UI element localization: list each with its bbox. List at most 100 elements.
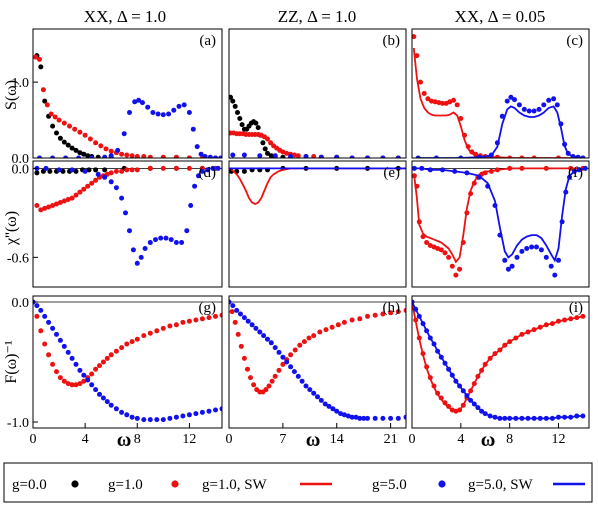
x-tick-label: 7 <box>279 432 286 447</box>
data-point-g-1-0 <box>119 168 125 174</box>
data-point-g-5-0 <box>104 399 110 405</box>
data-point-g-5-0 <box>206 408 212 414</box>
data-point-g-5-0 <box>529 244 535 250</box>
plot-area-g <box>33 299 222 423</box>
data-point-g-1-0 <box>269 378 275 384</box>
data-point-g-1-0 <box>65 381 71 387</box>
data-point-g-5-0 <box>338 411 344 417</box>
data-point-g-5-0 <box>113 406 119 412</box>
plot-area-d <box>34 165 221 266</box>
data-point-g-1-0 <box>67 123 72 129</box>
data-point-g-5-0 <box>147 240 153 245</box>
data-point-g-5-0 <box>153 237 158 243</box>
data-point-g-5-0 <box>531 108 537 114</box>
data-point-g-1-0 <box>82 132 88 138</box>
data-point-g-0-0 <box>34 170 40 176</box>
data-point-g-5-0 <box>190 126 196 132</box>
data-point-g-5-0 <box>158 235 164 241</box>
data-point-g-1-0 <box>48 111 54 117</box>
data-point-g-5-0 <box>272 345 278 351</box>
data-point-g-1-0 <box>119 151 125 157</box>
data-point-g-1-0 <box>69 195 75 201</box>
panel-frame <box>411 28 590 159</box>
panel-label: (f) <box>568 165 583 181</box>
data-point-g-5-0 <box>138 254 144 260</box>
panels: (a) 0.0 1.0 (b) (c) (d) 0.0 -0.6 (e) (f) (g) 0.0 -1.… <box>7 28 590 447</box>
data-point-g-5-0 <box>37 155 42 158</box>
data-point-g-1-0 <box>134 336 140 342</box>
data-point-g-0-0 <box>253 120 259 126</box>
data-point-g-0-0 <box>85 153 91 158</box>
x-tick-label: 12 <box>551 432 565 447</box>
data-point-g-5-0 <box>505 266 511 272</box>
data-point-g-1-0 <box>265 136 270 142</box>
data-point-g-5-0 <box>119 409 125 415</box>
data-point-g-1-0 <box>248 375 253 381</box>
data-point-g-1-0 <box>38 328 44 334</box>
data-point-g-1-0 <box>295 153 301 158</box>
data-point-g-1-0 <box>323 327 329 333</box>
data-point-g-5-0 <box>38 307 44 313</box>
data-point-g-1-0 <box>81 378 87 384</box>
data-point-g-5-0 <box>514 254 520 260</box>
data-point-g-1-0 <box>276 367 282 373</box>
data-point-g-0-0 <box>260 140 266 146</box>
data-point-g-5-0 <box>210 165 216 171</box>
data-point-g-0-0 <box>241 168 247 174</box>
data-point-g-5-0 <box>100 395 106 401</box>
series-line-g-1-0 <box>230 167 406 206</box>
data-point-g-5-0 <box>504 98 510 104</box>
data-point-g-1-0 <box>73 382 79 388</box>
data-point-g-5-0 <box>193 411 199 417</box>
data-point-g-5-0 <box>554 102 560 108</box>
data-point-g-5-0 <box>341 412 347 418</box>
data-point-g-1-0 <box>61 378 67 384</box>
data-point-g-5-0 <box>54 331 59 337</box>
data-point-g-1-0 <box>454 102 460 108</box>
panel-d: (d) 0.0 -0.6 <box>7 160 223 288</box>
data-point-g-5-0 <box>245 318 251 324</box>
data-point-g-1-0 <box>380 311 386 317</box>
data-point-g-0-0 <box>268 153 274 158</box>
data-point-g-5-0 <box>194 144 200 150</box>
data-point-g-1-0 <box>329 324 335 330</box>
data-point-g-1-0 <box>238 343 244 349</box>
data-point-g-1-0 <box>89 371 95 377</box>
plot-area-h <box>229 299 406 421</box>
legend-label-g1-sw: g=1.0, SW <box>202 477 268 493</box>
data-point-g-0-0 <box>232 103 238 109</box>
data-point-g-1-0 <box>57 200 63 205</box>
data-point-g-1-0 <box>108 148 114 154</box>
data-point-g-5-0 <box>179 240 185 245</box>
data-point-g-1-0 <box>124 152 130 158</box>
data-point-g-5-0 <box>272 153 278 158</box>
data-point-g-5-0 <box>192 183 198 189</box>
data-point-g-5-0 <box>303 383 309 389</box>
data-point-g-5-0 <box>318 397 324 403</box>
data-point-g-5-0 <box>213 407 218 413</box>
panel-label: (g) <box>199 300 217 316</box>
series-line-g-5-0-sw <box>418 105 584 158</box>
data-point-g-5-0 <box>85 377 91 383</box>
data-point-g-1-0 <box>44 102 50 108</box>
x-tick-label: 0 <box>409 432 416 447</box>
data-point-g-5-0 <box>361 415 367 421</box>
data-point-g-5-0 <box>124 412 130 418</box>
data-point-g-1-0 <box>160 165 166 171</box>
data-point-g-5-0 <box>307 387 313 393</box>
data-point-g-1-0 <box>449 263 455 269</box>
data-point-g-1-0 <box>38 207 44 213</box>
data-point-g-1-0 <box>457 266 463 272</box>
data-point-g-1-0 <box>219 312 222 318</box>
y-tick-label: 1.0 <box>12 76 30 91</box>
data-point-g-1-0 <box>37 56 42 62</box>
data-point-g-5-0 <box>261 333 267 339</box>
data-point-g-1-0 <box>186 318 192 324</box>
x-tick-label: 8 <box>134 432 141 447</box>
data-point-g-5-0 <box>213 155 218 158</box>
data-point-g-5-0 <box>199 409 205 415</box>
data-point-g-5-0 <box>147 417 153 423</box>
data-point-g-1-0 <box>280 361 286 367</box>
legend-marker-g0 <box>71 480 79 488</box>
data-point-g-5-0 <box>322 401 328 407</box>
